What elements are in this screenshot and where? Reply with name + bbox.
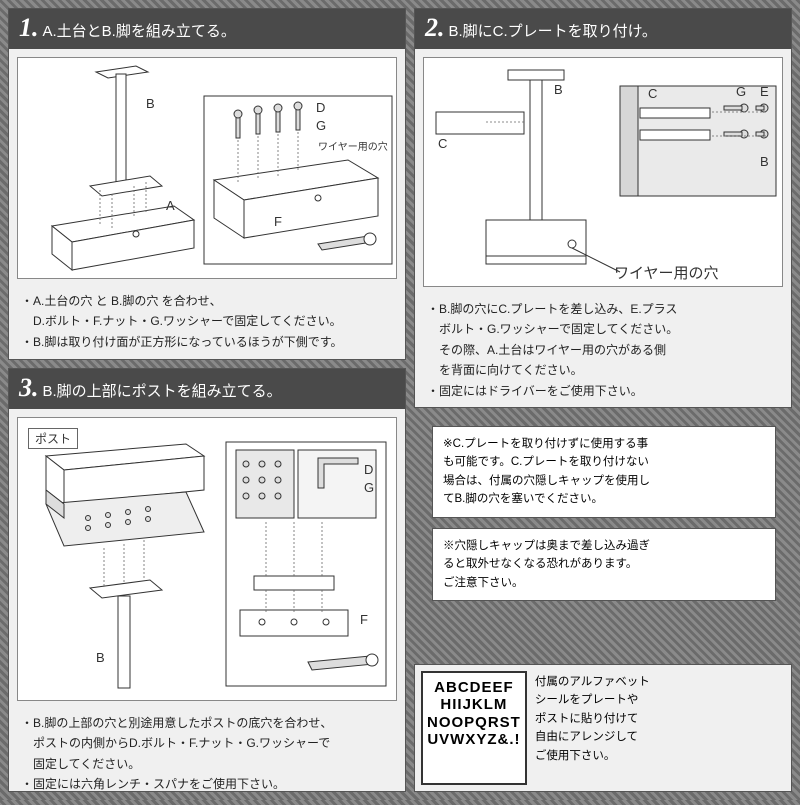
step3-title-bar: 3. B.脚の上部にポストを組み立てる。 (9, 369, 405, 409)
step3-instructions: ・B.脚の上部の穴と別途用意したポストの底穴を合わせ、 ポストの内側からD.ボル… (9, 709, 405, 805)
step3-title-text: B.脚の上部にポストを組み立てる。 (43, 380, 282, 401)
step2-label-wire: ワイヤー用の穴 (614, 262, 719, 283)
step1-label-b: B (146, 96, 155, 111)
note1-box: ※C.プレートを取り付けずに使用する事 も可能です。C.プレートを取り付けない … (432, 426, 776, 518)
step2-panel: 2. B.脚にC.プレートを取り付け。 (414, 8, 792, 408)
step2-number: 2. (425, 13, 445, 43)
step2-label-c-left: C (438, 136, 447, 151)
step1-label-g: G (316, 118, 326, 133)
step1-label-d: D (316, 100, 325, 115)
step1-title-text: A.土台とB.脚を組み立てる。 (43, 20, 236, 41)
step1-label-wire: ワイヤー用の穴 (318, 138, 388, 153)
step1-instructions: ・A.土台の穴 と B.脚の穴 を合わせ、 D.ボルト・F.ナット・G.ワッシャ… (9, 287, 405, 362)
step2-label-b-left: B (554, 82, 563, 97)
step2-label-e: E (760, 84, 769, 99)
step2-diagram: C B C G E B ワイヤー用の穴 (423, 57, 783, 287)
step1-title-bar: 1. A.土台とB.脚を組み立てる。 (9, 9, 405, 49)
step3-label-f: F (360, 612, 368, 627)
step2-title-text: B.脚にC.プレートを取り付け。 (449, 20, 657, 41)
step1-number: 1. (19, 13, 39, 43)
alphabet-panel: ABCDEEF HIIJKLM NOOPQRST UVWXYZ&.! 付属のアル… (414, 664, 792, 792)
step3-number: 3. (19, 373, 39, 403)
step1-label-a: A (166, 198, 175, 213)
step1-panel: 1. A.土台とB.脚を組み立てる。 (8, 8, 406, 360)
step3-label-d: D (364, 462, 373, 477)
step3-label-b: B (96, 650, 105, 665)
step2-label-g: G (736, 84, 746, 99)
step3-panel: 3. B.脚の上部にポストを組み立てる。 (8, 368, 406, 792)
step1-diagram: B A D G ワイヤー用の穴 F (17, 57, 397, 279)
step2-instructions: ・B.脚の穴にC.プレートを差し込み、E.プラス ボルト・G.ワッシャーで固定し… (415, 295, 791, 411)
alphabet-text: 付属のアルファベット シールをプレートや ポストに貼り付けて 自由にアレンジして… (533, 665, 658, 791)
alphabet-sheet: ABCDEEF HIIJKLM NOOPQRST UVWXYZ&.! (421, 671, 527, 785)
step3-diagram: ポスト B D G F (17, 417, 397, 701)
step2-label-c-right: C (648, 86, 657, 101)
note2-box: ※穴隠しキャップは奥まで差し込み過ぎ ると取外せなくなる恐れがあります。 ご注意… (432, 528, 776, 601)
step3-label-g: G (364, 480, 374, 495)
step2-label-b-right: B (760, 154, 769, 169)
step1-label-f: F (274, 214, 282, 229)
step2-title-bar: 2. B.脚にC.プレートを取り付け。 (415, 9, 791, 49)
step3-label-post: ポスト (28, 428, 78, 449)
